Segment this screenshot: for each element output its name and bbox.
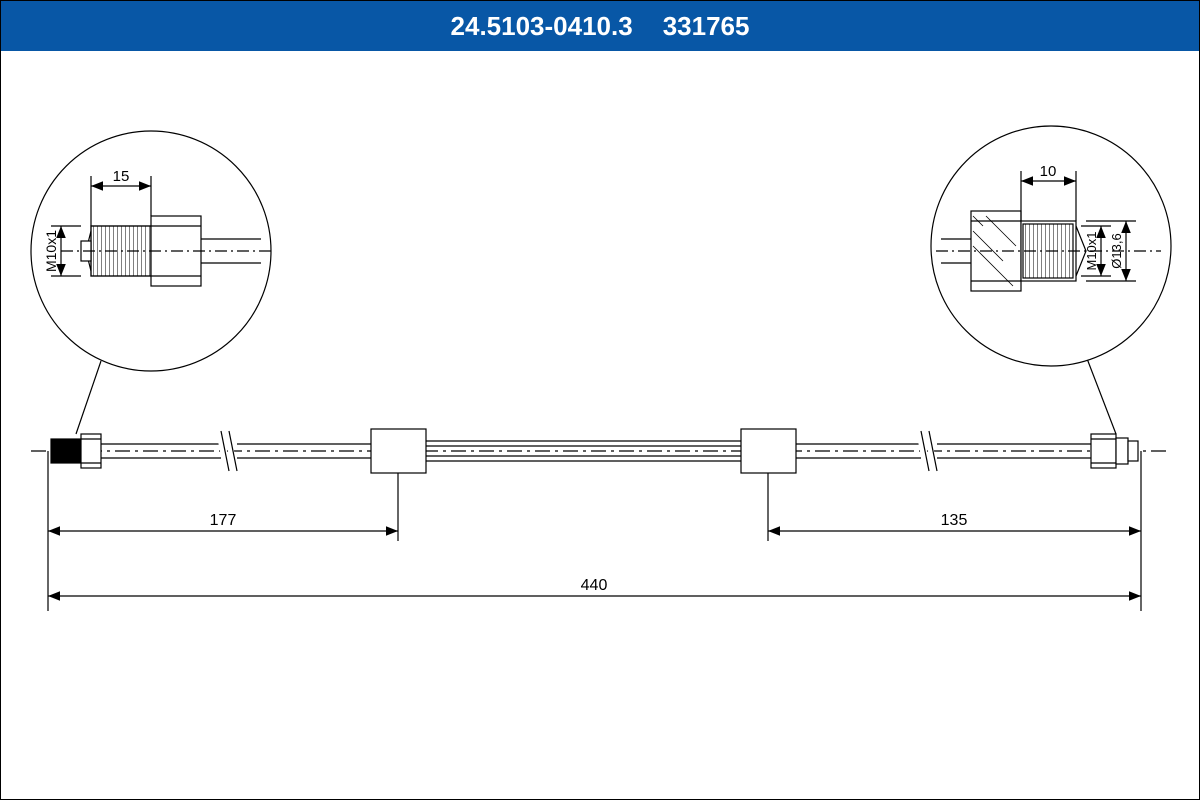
reference-number: 331765: [663, 11, 750, 42]
page-frame: 24.5103-0410.3 331765: [0, 0, 1200, 800]
right-detail-diameter: Ø13,6: [1109, 233, 1124, 268]
left-detail-length: 15: [113, 168, 130, 185]
title-bar: 24.5103-0410.3 331765: [1, 1, 1199, 51]
left-detail-thread: M10x1: [43, 230, 59, 272]
technical-drawing: 177 135 440: [1, 51, 1199, 799]
part-number: 24.5103-0410.3: [451, 11, 633, 42]
right-detail-thread: M10x1: [1084, 231, 1099, 270]
left-fitting: [51, 434, 101, 468]
right-fitting: [1091, 434, 1138, 468]
left-detail-callout: [31, 131, 271, 434]
right-detail-length: 10: [1040, 163, 1057, 180]
dim-right-label: 135: [941, 512, 968, 529]
dim-left-label: 177: [210, 512, 237, 529]
dim-overall-label: 440: [581, 577, 608, 594]
